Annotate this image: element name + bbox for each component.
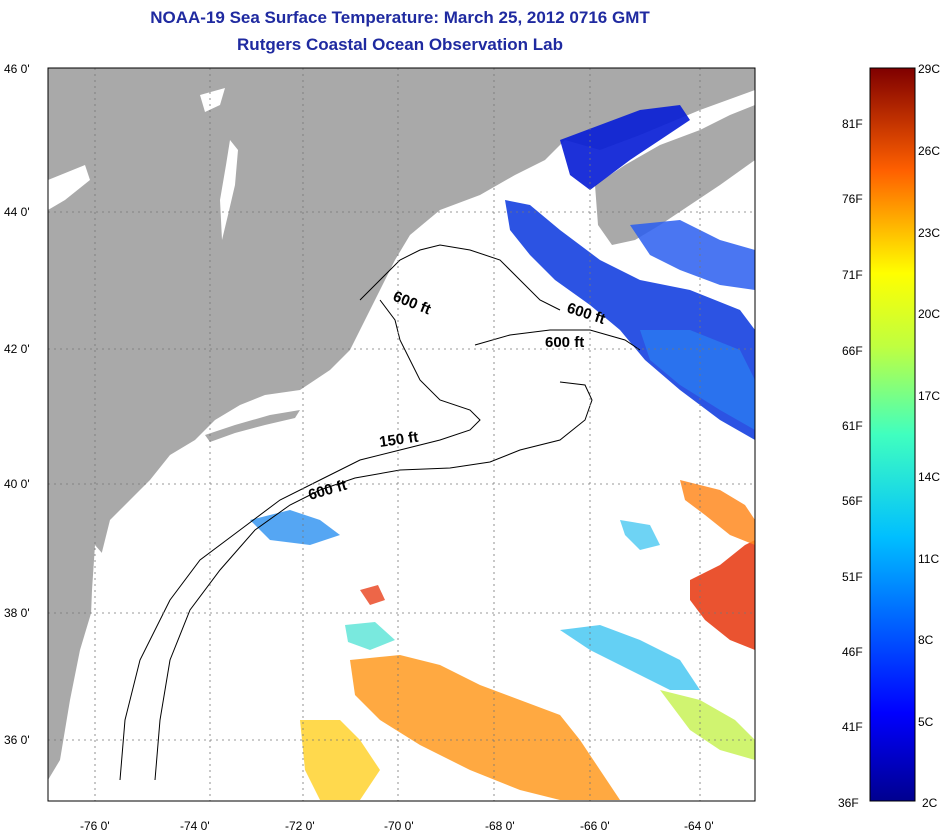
- lon-tick-label: -74 0': [180, 819, 210, 833]
- sst-warm-patch: [345, 622, 395, 650]
- colorbar-c-label: 29C: [918, 62, 940, 76]
- sst-cool-patch: [250, 510, 340, 545]
- map-frame: [47, 67, 756, 802]
- lat-axis: 46 0' 44 0' 42 0' 40 0' 38 0' 36 0': [4, 62, 30, 747]
- colorbar-c-label: 5C: [918, 715, 934, 729]
- land-nova-scotia: [595, 105, 755, 245]
- colorbar-f-label: 56F: [842, 494, 863, 508]
- colorbar-f-label: 36F: [838, 796, 859, 810]
- colorbar-c-label: 23C: [918, 226, 940, 240]
- sst-cold-patch: [560, 105, 690, 190]
- sst-cool-patch: [620, 520, 660, 550]
- lon-tick-label: -66 0': [580, 819, 610, 833]
- contour-150ft: [119, 299, 481, 781]
- lat-tick-label: 44 0': [4, 205, 30, 219]
- bay: [88, 545, 108, 690]
- colorbar-c-label: 14C: [918, 470, 940, 484]
- land-long-island: [205, 410, 300, 442]
- colorbar-c-label: 8C: [918, 633, 934, 647]
- lon-tick-label: -70 0': [384, 819, 414, 833]
- colorbar-c-label: 17C: [918, 389, 940, 403]
- colorbar: [869, 67, 916, 802]
- lon-tick-label: -64 0': [684, 819, 714, 833]
- colorbar-f-label: 81F: [842, 117, 863, 131]
- lat-tick-label: 40 0': [4, 477, 30, 491]
- colorbar-c-label: 2C: [922, 796, 938, 810]
- land-us-coast: [48, 68, 755, 780]
- colorbar-c-label: 20C: [918, 307, 940, 321]
- lat-tick-label: 38 0': [4, 606, 30, 620]
- lon-tick-label: -76 0': [80, 819, 110, 833]
- colorbar-labels: 81F 76F 71F 66F 61F 56F 51F 46F 41F 36F …: [838, 62, 940, 810]
- sst-warm-patch: [690, 540, 755, 650]
- colorbar-f-label: 61F: [842, 419, 863, 433]
- lat-tick-label: 46 0': [4, 62, 30, 76]
- sst-warm-patch: [350, 655, 620, 800]
- lat-tick-label: 42 0': [4, 342, 30, 356]
- sst-cold-patch: [640, 330, 755, 430]
- lon-tick-label: -68 0': [485, 819, 515, 833]
- contour-label: 150 ft: [378, 429, 419, 451]
- map-subtitle: Rutgers Coastal Ocean Observation Lab: [237, 35, 563, 54]
- bay: [120, 530, 140, 560]
- sst-warm-patch: [360, 585, 385, 605]
- colorbar-f-label: 71F: [842, 268, 863, 282]
- sst-cold-patch: [630, 220, 755, 290]
- graticule: [48, 68, 755, 801]
- colorbar-f-label: 46F: [842, 645, 863, 659]
- contour-600ft-south: [154, 381, 593, 781]
- contour-600ft-gom: [359, 244, 561, 311]
- sst-warm-patch: [660, 690, 755, 760]
- colorbar-f-label: 76F: [842, 192, 863, 206]
- colorbar-f-label: 51F: [842, 570, 863, 584]
- lon-tick-label: -72 0': [285, 819, 315, 833]
- contour-label: 600 ft: [545, 334, 584, 351]
- contour-600ft-gulf: [474, 329, 641, 351]
- sst-cool-patch: [560, 625, 700, 690]
- lat-tick-label: 36 0': [4, 733, 30, 747]
- colorbar-c-label: 26C: [918, 144, 940, 158]
- lon-axis: -76 0' -74 0' -72 0' -70 0' -68 0' -66 0…: [80, 819, 714, 833]
- colorbar-f-label: 66F: [842, 344, 863, 358]
- sst-warm-patch: [680, 480, 755, 545]
- colorbar-c-label: 11C: [918, 552, 939, 566]
- colorbar-f-label: 41F: [842, 720, 863, 734]
- lake: [220, 140, 238, 240]
- map-title: NOAA-19 Sea Surface Temperature: March 2…: [150, 8, 650, 27]
- lake: [48, 165, 90, 210]
- lake: [200, 88, 225, 112]
